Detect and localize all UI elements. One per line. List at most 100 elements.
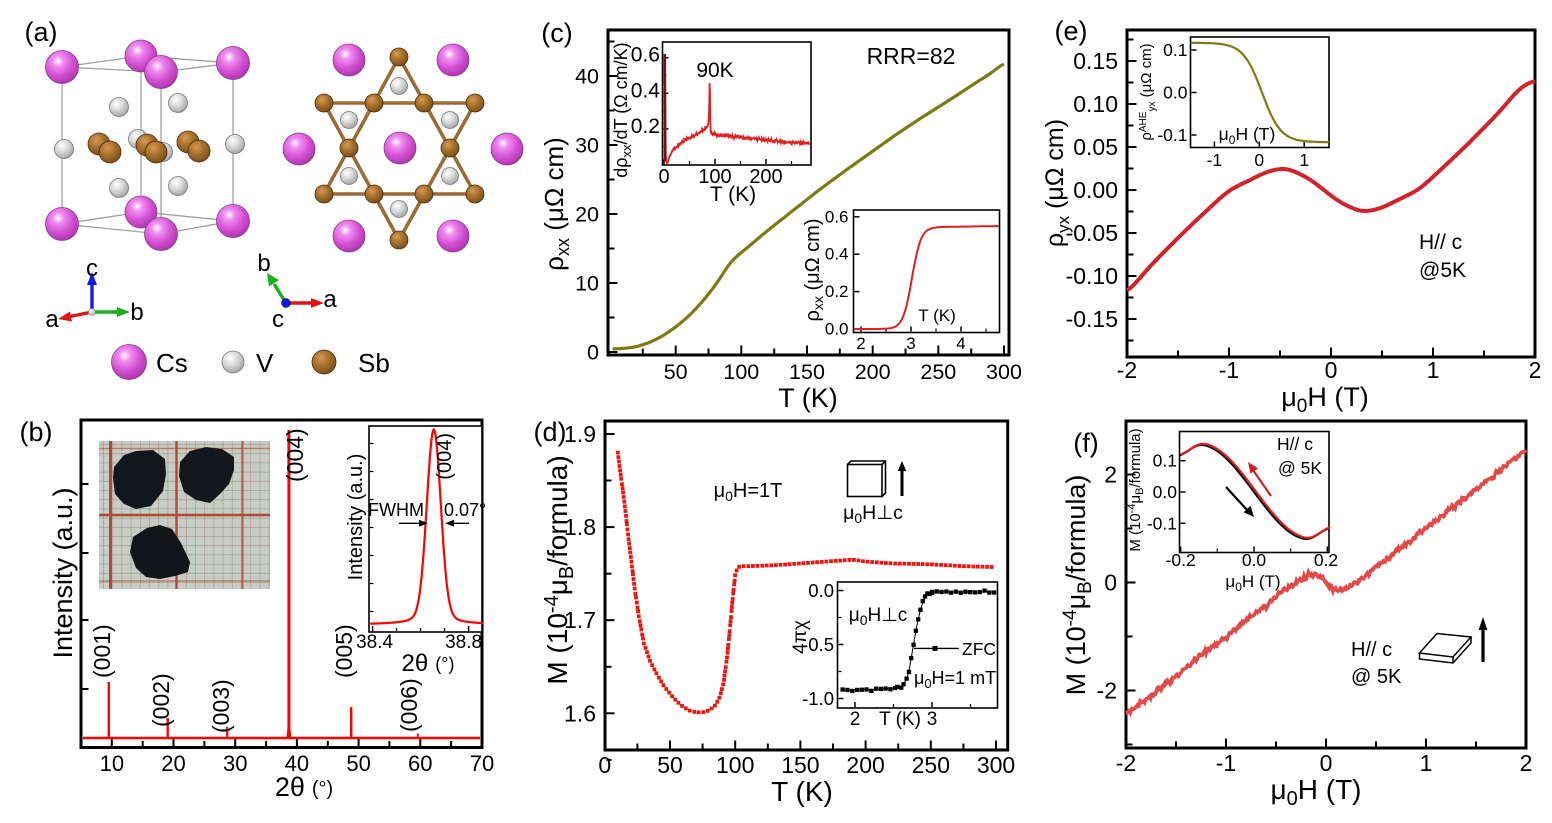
- svg-text:90K: 90K: [696, 59, 733, 82]
- svg-text:20: 20: [161, 751, 185, 776]
- svg-text:Intensity (a.u.): Intensity (a.u.): [345, 454, 367, 581]
- svg-text:μ0H (T): μ0H (T): [1225, 572, 1280, 594]
- svg-text:M (10-4μB/formula): M (10-4μB/formula): [1060, 475, 1096, 696]
- svg-text:0: 0: [1320, 750, 1333, 776]
- svg-text:150: 150: [789, 360, 825, 384]
- svg-text:0.00: 0.00: [1073, 177, 1118, 203]
- svg-text:70: 70: [470, 751, 494, 776]
- svg-text:0: 0: [598, 752, 611, 778]
- svg-text:b: b: [257, 250, 270, 277]
- svg-text:0.07°: 0.07°: [444, 500, 486, 520]
- svg-text:Cs: Cs: [156, 348, 188, 378]
- svg-text:0.4: 0.4: [825, 245, 849, 264]
- svg-text:μ0H (T): μ0H (T): [1281, 382, 1369, 417]
- svg-text:0: 0: [1325, 357, 1338, 383]
- svg-text:(006): (006): [396, 678, 422, 732]
- svg-text:50: 50: [346, 751, 370, 776]
- svg-text:0.0: 0.0: [825, 320, 849, 339]
- svg-text:-0.1: -0.1: [1147, 513, 1177, 533]
- svg-text:T (K): T (K): [879, 709, 921, 730]
- svg-text:-0.15: -0.15: [1066, 306, 1118, 332]
- svg-text:38.4: 38.4: [356, 632, 393, 653]
- svg-text:ρyx (μΩ cm): ρyx (μΩ cm): [1041, 119, 1073, 247]
- svg-text:0.4: 0.4: [631, 79, 661, 102]
- svg-text:-1: -1: [1219, 357, 1239, 383]
- svg-text:H// c: H// c: [1351, 639, 1392, 661]
- svg-text:-0.05: -0.05: [1066, 220, 1118, 246]
- svg-text:T (K): T (K): [771, 776, 833, 807]
- svg-text:50: 50: [664, 360, 688, 384]
- svg-text:0.2: 0.2: [1314, 550, 1338, 570]
- svg-text:-0.10: -0.10: [1066, 263, 1118, 289]
- svg-text:30: 30: [575, 134, 599, 158]
- svg-text:a: a: [323, 286, 337, 313]
- svg-text:μ0H (T): μ0H (T): [1270, 774, 1361, 810]
- svg-text:38.8: 38.8: [445, 632, 482, 653]
- svg-text:1.9: 1.9: [564, 421, 596, 447]
- svg-text:(d): (d): [534, 417, 567, 447]
- svg-text:(004): (004): [434, 433, 456, 480]
- svg-text:100: 100: [716, 752, 754, 778]
- svg-text:300: 300: [986, 360, 1022, 384]
- svg-text:0.1: 0.1: [1153, 451, 1177, 471]
- svg-text:0: 0: [1104, 570, 1117, 596]
- svg-text:(e): (e): [1055, 16, 1088, 46]
- svg-text:V: V: [256, 348, 274, 378]
- svg-text:2: 2: [856, 334, 865, 353]
- svg-text:c: c: [272, 306, 284, 333]
- svg-text:-1: -1: [1216, 750, 1236, 776]
- svg-text:1: 1: [1427, 357, 1440, 383]
- svg-text:0: 0: [1254, 150, 1264, 170]
- svg-text:ρxx (μΩ cm): ρxx (μΩ cm): [802, 219, 826, 322]
- svg-text:ZFC: ZFC: [962, 639, 996, 659]
- svg-text:10: 10: [100, 751, 124, 776]
- svg-text:30: 30: [223, 751, 247, 776]
- svg-text:0.0: 0.0: [1153, 482, 1178, 502]
- svg-text:3: 3: [906, 334, 915, 353]
- svg-text:1: 1: [1299, 150, 1309, 170]
- svg-text:3: 3: [927, 709, 938, 730]
- svg-text:50: 50: [657, 752, 683, 778]
- svg-text:1: 1: [1420, 750, 1433, 776]
- svg-text:300: 300: [977, 752, 1015, 778]
- svg-text:0.15: 0.15: [1073, 48, 1118, 74]
- svg-text:4: 4: [956, 334, 965, 353]
- svg-text:200: 200: [855, 360, 891, 384]
- svg-text:100: 100: [723, 360, 759, 384]
- svg-text:@5K: @5K: [1419, 259, 1466, 282]
- svg-text:250: 250: [912, 752, 950, 778]
- svg-text:T (K): T (K): [710, 183, 756, 206]
- svg-text:Sb: Sb: [358, 348, 390, 378]
- svg-text:2θ(°): 2θ(°): [402, 650, 455, 677]
- svg-text:0.1: 0.1: [1163, 40, 1187, 60]
- svg-text:μ0H (T): μ0H (T): [1219, 124, 1276, 147]
- svg-text:0.2: 0.2: [825, 282, 849, 301]
- svg-text:RRR=82: RRR=82: [867, 43, 956, 69]
- svg-text:μ0H⊥c: μ0H⊥c: [849, 605, 908, 628]
- svg-text:dρxx/dT (Ω cm/K): dρxx/dT (Ω cm/K): [611, 42, 634, 177]
- svg-text:-2: -2: [1116, 750, 1136, 776]
- svg-text:10: 10: [575, 272, 599, 296]
- svg-text:@ 5K: @ 5K: [1278, 458, 1322, 478]
- svg-text:(f): (f): [1073, 428, 1098, 458]
- svg-text:2: 2: [1520, 750, 1533, 776]
- svg-text:150: 150: [781, 752, 819, 778]
- svg-text:2: 2: [1104, 462, 1117, 488]
- svg-text:0.0: 0.0: [1242, 550, 1267, 570]
- svg-text:M (10-4μB/formula): M (10-4μB/formula): [541, 455, 578, 684]
- svg-text:b: b: [130, 299, 143, 326]
- svg-text:2: 2: [850, 709, 861, 730]
- svg-text:(003): (003): [208, 679, 234, 733]
- svg-text:-1: -1: [1207, 150, 1223, 170]
- svg-text:Intensity (a.u.): Intensity (a.u.): [48, 487, 78, 658]
- svg-text:a: a: [45, 306, 59, 333]
- svg-text:0.05: 0.05: [1073, 134, 1118, 160]
- svg-text:60: 60: [408, 751, 432, 776]
- svg-text:(c): (c): [541, 18, 572, 48]
- svg-text:0.6: 0.6: [631, 44, 660, 67]
- svg-text:2θ(°): 2θ(°): [275, 772, 333, 802]
- svg-text:-0.2: -0.2: [1166, 550, 1196, 570]
- svg-text:(001): (001): [89, 624, 115, 678]
- svg-text:M (10-4μB/formula): M (10-4μB/formula): [1126, 428, 1146, 551]
- svg-text:40: 40: [575, 65, 599, 89]
